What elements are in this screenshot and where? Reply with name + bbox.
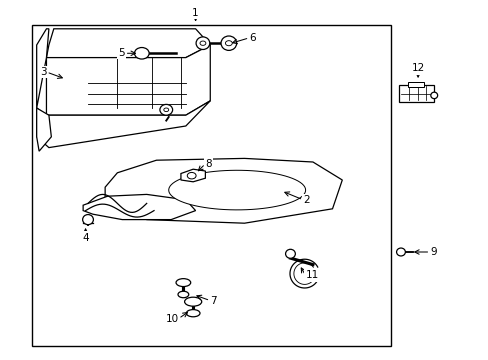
- Text: 11: 11: [305, 270, 318, 280]
- Text: 4: 4: [82, 233, 89, 243]
- Ellipse shape: [221, 36, 236, 50]
- Polygon shape: [46, 29, 210, 58]
- Polygon shape: [37, 29, 49, 108]
- FancyBboxPatch shape: [398, 85, 433, 102]
- Polygon shape: [37, 101, 210, 148]
- Text: 10: 10: [165, 314, 178, 324]
- Bar: [32, 25, 390, 346]
- Ellipse shape: [176, 279, 190, 287]
- Polygon shape: [181, 169, 205, 182]
- Polygon shape: [168, 170, 305, 210]
- Polygon shape: [46, 45, 210, 115]
- Polygon shape: [83, 194, 195, 220]
- Ellipse shape: [178, 291, 188, 298]
- Text: 5: 5: [118, 48, 124, 58]
- Ellipse shape: [187, 172, 196, 179]
- Ellipse shape: [184, 297, 201, 306]
- Ellipse shape: [285, 249, 295, 258]
- Ellipse shape: [160, 104, 172, 115]
- FancyBboxPatch shape: [407, 82, 423, 87]
- Ellipse shape: [82, 215, 93, 225]
- Text: 9: 9: [429, 247, 436, 257]
- Polygon shape: [37, 108, 51, 151]
- Ellipse shape: [186, 310, 200, 317]
- Ellipse shape: [163, 108, 168, 112]
- Ellipse shape: [134, 48, 149, 59]
- Ellipse shape: [225, 41, 232, 46]
- Ellipse shape: [200, 41, 205, 45]
- Text: 12: 12: [410, 63, 424, 73]
- Polygon shape: [105, 158, 342, 223]
- Ellipse shape: [396, 248, 405, 256]
- Text: 3: 3: [40, 67, 46, 77]
- Text: 7: 7: [210, 296, 217, 306]
- Text: 8: 8: [205, 159, 212, 169]
- Ellipse shape: [196, 37, 209, 49]
- Ellipse shape: [430, 92, 437, 99]
- Text: 6: 6: [249, 33, 256, 43]
- Text: 2: 2: [303, 195, 309, 205]
- Text: 1: 1: [192, 8, 199, 18]
